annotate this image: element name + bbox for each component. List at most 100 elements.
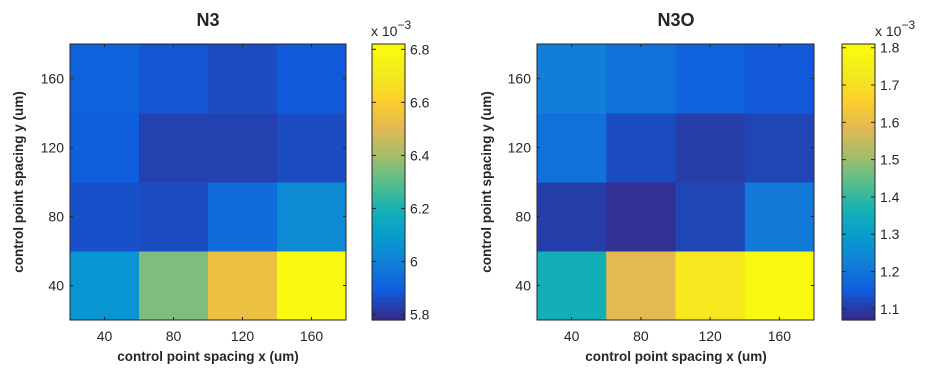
colorbar-frame <box>371 43 406 321</box>
heatmap-cell <box>537 182 607 252</box>
heatmap-cell <box>277 44 347 114</box>
colorbar-strip <box>372 315 405 321</box>
colorbar-strip <box>842 113 875 119</box>
x-tick-label: 160 <box>768 328 792 344</box>
colorbar-strip <box>372 131 405 137</box>
colorbar-strip <box>372 140 405 146</box>
x-tick-label: 120 <box>698 328 722 344</box>
colorbar-strip <box>842 90 875 96</box>
colorbar-tick-label: 1.1 <box>880 301 900 317</box>
colorbar-strip <box>372 48 405 54</box>
colorbar-tick-label: 6 <box>410 254 418 270</box>
colorbar-strip <box>372 237 405 243</box>
heatmap-panel-n3: N3 40 80 120 160 40 80 120 160 control point s… <box>11 10 430 364</box>
heatmap-cell <box>208 113 278 183</box>
colorbar-tick-label: 6.2 <box>410 201 430 217</box>
colorbar-strip <box>842 182 875 188</box>
colorbar-strip <box>372 71 405 77</box>
colorbar-strip <box>842 140 875 146</box>
heatmap-cell <box>70 182 140 252</box>
chart-title: N3 <box>196 10 219 30</box>
colorbar-tick-label: 1.6 <box>880 114 900 130</box>
colorbar-strip <box>842 186 875 192</box>
heatmap-cell <box>744 113 815 183</box>
colorbar-strip <box>372 90 405 96</box>
colorbar-strip <box>842 57 875 63</box>
colorbar-strip <box>372 214 405 220</box>
colorbar-strip <box>842 315 875 321</box>
colorbar-strip <box>842 145 875 151</box>
colorbar-strip <box>842 154 875 160</box>
colorbar-strip <box>372 301 405 307</box>
colorbar-strip <box>372 269 405 275</box>
heatmap-cell <box>675 44 746 114</box>
colorbar-strip <box>842 301 875 307</box>
colorbar-strip <box>842 292 875 298</box>
x-tick-label: 40 <box>564 328 580 344</box>
colorbar-strip <box>842 163 875 169</box>
colorbar-strip <box>842 44 875 50</box>
colorbar-strip <box>372 241 405 247</box>
colorbar-strip <box>372 172 405 178</box>
colorbar-strip <box>372 154 405 160</box>
heatmap-cell <box>675 182 746 252</box>
plot-frame <box>536 43 815 321</box>
colorbar-strip <box>842 310 875 316</box>
colorbar-strip <box>842 168 875 174</box>
colorbar-multiplier: x 10−3 <box>371 18 411 39</box>
colorbar-strip <box>372 287 405 293</box>
colorbar-strip <box>842 126 875 132</box>
y-tick-label: 120 <box>41 140 65 156</box>
x-tick-label: 80 <box>166 328 182 344</box>
colorbar-strip <box>372 113 405 119</box>
colorbar-strip <box>372 255 405 261</box>
colorbar-strip <box>372 278 405 284</box>
plot-frame <box>69 43 347 321</box>
colorbar-strip <box>842 195 875 201</box>
colorbar-strip <box>372 108 405 114</box>
y-tick-label: 40 <box>48 278 64 294</box>
colorbar-strip <box>372 260 405 266</box>
x-tick-label: 120 <box>231 328 255 344</box>
colorbar-strip <box>372 85 405 91</box>
colorbar-strip <box>372 306 405 312</box>
x-axis-label: control point spacing x (um) <box>585 349 767 364</box>
colorbar-strip <box>372 145 405 151</box>
heatmap-cell <box>606 251 676 321</box>
colorbar-strip <box>842 99 875 105</box>
colorbar-strip <box>842 269 875 275</box>
colorbar-tick-label: 1.3 <box>880 226 900 242</box>
colorbar-tick-label: 6.6 <box>410 94 430 110</box>
colorbar-ticks: 5.8 6 6.2 6.4 6.6 6.8 <box>372 41 430 323</box>
colorbar-strip <box>842 200 875 206</box>
colorbar-strip <box>842 232 875 238</box>
heatmap-cell <box>744 251 815 321</box>
colorbar-strip <box>372 168 405 174</box>
colorbar-strip <box>842 278 875 284</box>
heatmap-cells <box>537 44 815 321</box>
colorbar-strip <box>842 205 875 211</box>
y-tick-label: 160 <box>41 71 65 87</box>
y-ticks: 40 80 120 160 <box>41 71 346 294</box>
colorbar-strip <box>842 48 875 54</box>
colorbar-strip <box>372 80 405 86</box>
colorbar-strip <box>372 205 405 211</box>
colorbar-frame <box>841 43 876 321</box>
heatmap-cell <box>675 251 746 321</box>
colorbar-strip <box>842 297 875 303</box>
colorbar-strip <box>842 255 875 261</box>
colorbar-strip <box>842 251 875 257</box>
colorbar-strip <box>842 94 875 100</box>
heatmap-cell <box>744 44 815 114</box>
colorbar-tick-label: 6.8 <box>410 41 430 57</box>
colorbar-strip <box>842 71 875 77</box>
heatmap-cell <box>70 44 140 114</box>
colorbar-strip <box>372 251 405 257</box>
colorbar-strip <box>372 177 405 183</box>
colorbar-strip <box>842 117 875 123</box>
colorbar-strip <box>372 99 405 105</box>
colorbar-strip <box>372 228 405 234</box>
colorbar-strip <box>842 241 875 247</box>
x-tick-label: 40 <box>97 328 113 344</box>
colorbar-strip <box>842 264 875 270</box>
